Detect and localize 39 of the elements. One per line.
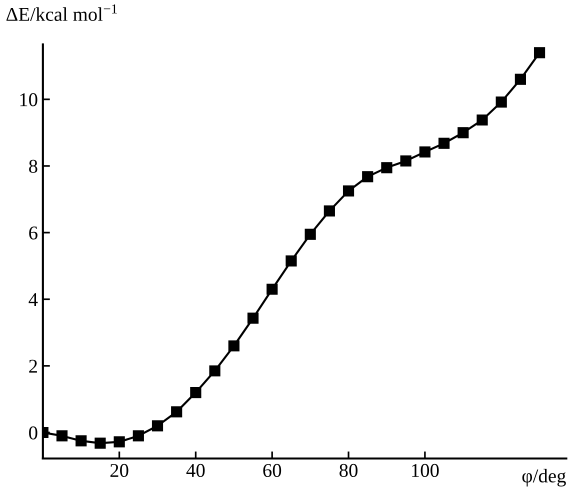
- point: [266, 284, 278, 295]
- point: [114, 436, 125, 448]
- point: [381, 162, 392, 174]
- point: [56, 430, 68, 442]
- y-tick-label: 6: [29, 226, 38, 240]
- point: [209, 365, 220, 376]
- point: [190, 386, 202, 398]
- point: [342, 185, 354, 197]
- point: [228, 340, 240, 352]
- y-tick-label: 2: [29, 360, 37, 373]
- point: [171, 406, 182, 418]
- point: [286, 255, 297, 266]
- y-tick-label: 0: [29, 426, 38, 440]
- point: [514, 74, 526, 85]
- y-tick-label: 10: [20, 93, 38, 106]
- point: [496, 96, 507, 108]
- point: [476, 114, 488, 126]
- x-tick-label: 20: [110, 464, 128, 478]
- y-tick-label: 8: [29, 160, 38, 173]
- point: [304, 228, 316, 240]
- point: [324, 205, 335, 217]
- x-tick-label: 60: [263, 464, 282, 478]
- y-tick-label: 4: [28, 293, 38, 306]
- point: [419, 146, 430, 158]
- point: [152, 420, 164, 432]
- point: [132, 430, 144, 442]
- point: [438, 138, 450, 149]
- point: [362, 171, 374, 182]
- point: [400, 155, 412, 167]
- x-tick-label: 40: [186, 464, 205, 478]
- x-tick-label: 80: [340, 464, 358, 478]
- point: [94, 438, 106, 449]
- x-tick-label: 100: [412, 464, 439, 478]
- point: [76, 435, 87, 446]
- y-axis-title: ΔE/kcal mol$^{−1}$: [6, 4, 117, 21]
- point: [458, 127, 469, 138]
- point: [534, 47, 546, 58]
- point: [247, 312, 259, 324]
- x-axis-title: φ/deg: [522, 468, 566, 487]
